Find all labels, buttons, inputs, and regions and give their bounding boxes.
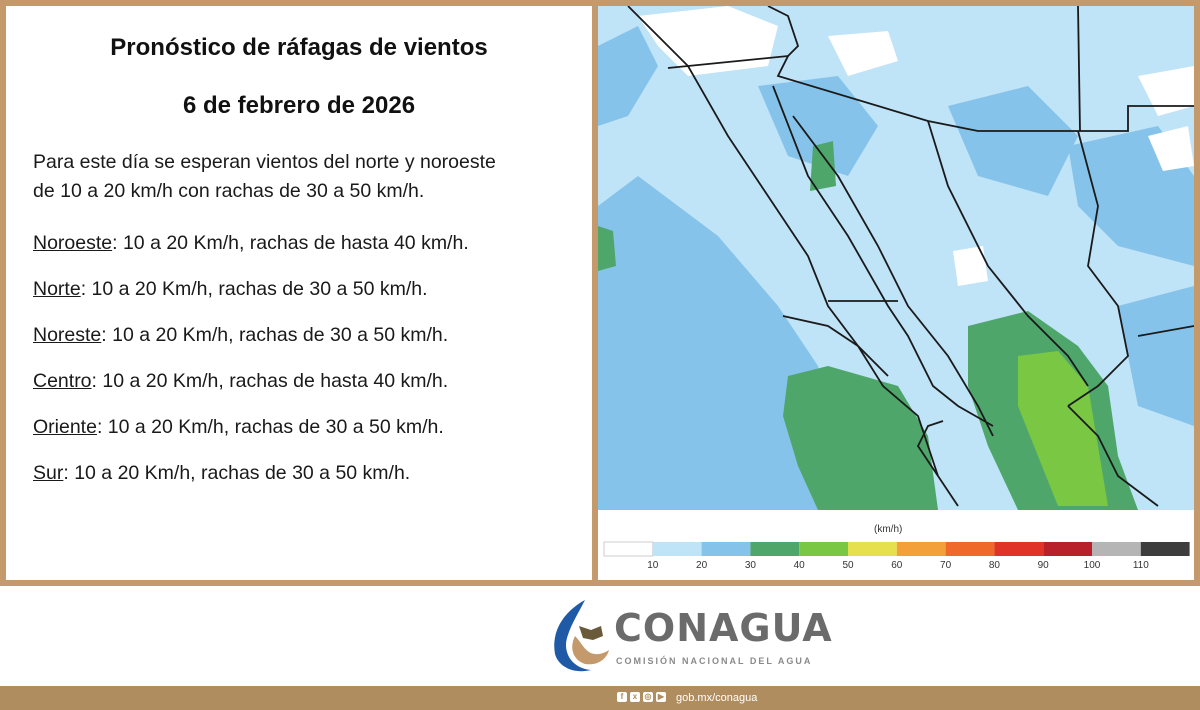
sonora-coast	[792, 115, 994, 437]
calm-zone-north	[828, 31, 898, 76]
footer-bar	[0, 686, 1200, 710]
legend-tick-label: 110	[1133, 560, 1149, 571]
legend-swatch	[896, 542, 946, 556]
legend-tick-label: 40	[794, 560, 806, 571]
durango-border	[1067, 405, 1159, 507]
legend-tick-label: 50	[842, 560, 854, 571]
legend-swatch	[994, 542, 1044, 556]
legend-swatch	[652, 542, 702, 556]
conagua-emblem-icon	[554, 600, 609, 672]
map-borders	[627, 6, 1194, 507]
legend-swatch	[1140, 542, 1190, 556]
forecast-date: 6 de febrero de 2026	[182, 92, 416, 119]
legend-tick-label: 10	[647, 560, 659, 571]
brand-name: CONAGUA	[614, 606, 833, 650]
wind-speed-legend: 10 20 30 40 50 60 70 80 90 100 110	[603, 541, 1190, 571]
gust-zone-peak	[1018, 351, 1108, 506]
website-link[interactable]: gob.mx/conagua	[676, 692, 758, 704]
gust-zone-offshore	[598, 226, 616, 271]
region-detail: : 10 a 20 Km/h, rachas de hasta 40 km/h.	[112, 232, 469, 254]
baja-sur-coast	[782, 315, 889, 377]
gust-zone-sonora	[810, 141, 836, 191]
region-centro: Centro: 10 a 20 Km/h, rachas de hasta 40…	[33, 370, 588, 393]
forecast-summary: Para este día se esperan vientos del nor…	[33, 148, 583, 206]
region-name: Noreste	[33, 324, 102, 346]
facebook-icon[interactable]: f	[617, 692, 627, 702]
region-name: Oriente	[33, 416, 97, 438]
legend-swatch	[1043, 542, 1092, 556]
region-detail: : 10 a 20 Km/h, rachas de 30 a 50 km/h.	[80, 278, 428, 300]
region-oriente: Oriente: 10 a 20 Km/h, rachas de 30 a 50…	[33, 416, 588, 439]
wind-zone-north	[948, 86, 1078, 196]
instagram-icon[interactable]: ◎	[643, 692, 653, 702]
region-noreste: Noreste: 10 a 20 Km/h, rachas de 30 a 50…	[33, 324, 588, 347]
legend-swatch	[701, 542, 751, 556]
social-links: f x ◎ ▶	[617, 692, 666, 702]
state-line-us	[1077, 6, 1081, 132]
forecast-text-panel: Pronóstico de ráfagas de vientos 6 de fe…	[6, 6, 592, 580]
x-icon[interactable]: x	[630, 692, 640, 702]
region-detail: : 10 a 20 Km/h, rachas de 30 a 50 km/h.	[96, 416, 444, 438]
region-noroeste: Noroeste: 10 a 20 Km/h, rachas de hasta …	[33, 232, 588, 255]
legend-swatch	[603, 541, 654, 557]
wind-zone-northwest	[598, 26, 658, 126]
gulf-coast-east	[772, 85, 994, 427]
region-name: Centro	[33, 370, 92, 392]
region-name: Sur	[33, 462, 64, 484]
legend-swatch	[945, 542, 995, 556]
forecast-title: Pronóstico de ráfagas de vientos	[110, 34, 488, 61]
calm-zone-central	[953, 246, 988, 286]
legend-tick-label: 30	[745, 560, 757, 571]
legend-swatch	[750, 542, 800, 556]
region-detail: : 10 a 20 Km/h, rachas de hasta 40 km/h.	[91, 370, 449, 392]
legend-tick-label: 100	[1084, 560, 1101, 571]
wind-zone-sonora	[758, 76, 878, 176]
gust-zone-pacific	[783, 366, 938, 510]
region-name: Norte	[33, 278, 81, 300]
wind-gust-map: 10 20 30 40 50 60 70 80 90 100 110	[598, 6, 1194, 571]
legend-swatch	[799, 542, 848, 556]
conagua-logo	[545, 596, 845, 676]
wind-gust-map-panel: 10 20 30 40 50 60 70 80 90 100 110 (km/h)	[598, 6, 1194, 580]
legend-tick-label: 90	[1038, 560, 1050, 571]
region-detail: : 10 a 20 Km/h, rachas de 30 a 50 km/h.	[101, 324, 449, 346]
legend-tick-label: 70	[940, 560, 952, 571]
wind-zone-east	[1118, 286, 1194, 426]
calm-zone-northwest	[638, 6, 778, 76]
legend-tick-label: 60	[891, 560, 903, 571]
chihuahua-border	[927, 120, 1089, 387]
legend-tick-label: 20	[696, 560, 708, 571]
region-sur: Sur: 10 a 20 Km/h, rachas de 30 a 50 km/…	[33, 462, 588, 485]
calm-zone-east	[1148, 126, 1194, 171]
brand-subtitle: COMISIÓN NACIONAL DEL AGUA	[616, 656, 813, 666]
legend-unit-label: (km/h)	[874, 524, 903, 535]
sinaloa-coast	[916, 420, 944, 477]
legend-swatch	[848, 542, 897, 556]
region-detail: : 10 a 20 Km/h, rachas de 30 a 50 km/h.	[63, 462, 411, 484]
us-mexico-border	[667, 54, 1194, 132]
summary-line-2: de 10 a 20 km/h con rachas de 30 a 50 km…	[33, 180, 425, 202]
ocean-wind-zone	[598, 176, 848, 510]
east-border	[1137, 325, 1194, 337]
summary-line-1: Para este día se esperan vientos del nor…	[33, 151, 496, 173]
legend-tick-label: 80	[989, 560, 1001, 571]
region-name: Noroeste	[33, 232, 113, 254]
region-norte: Norte: 10 a 20 Km/h, rachas de 30 a 50 k…	[33, 278, 588, 301]
baja-upper	[767, 6, 800, 57]
legend-swatch	[1092, 542, 1141, 556]
baja-coast-west	[627, 6, 959, 507]
calm-zone-northeast	[1138, 66, 1194, 116]
coahuila-border	[1067, 130, 1129, 407]
youtube-icon[interactable]: ▶	[656, 692, 666, 702]
